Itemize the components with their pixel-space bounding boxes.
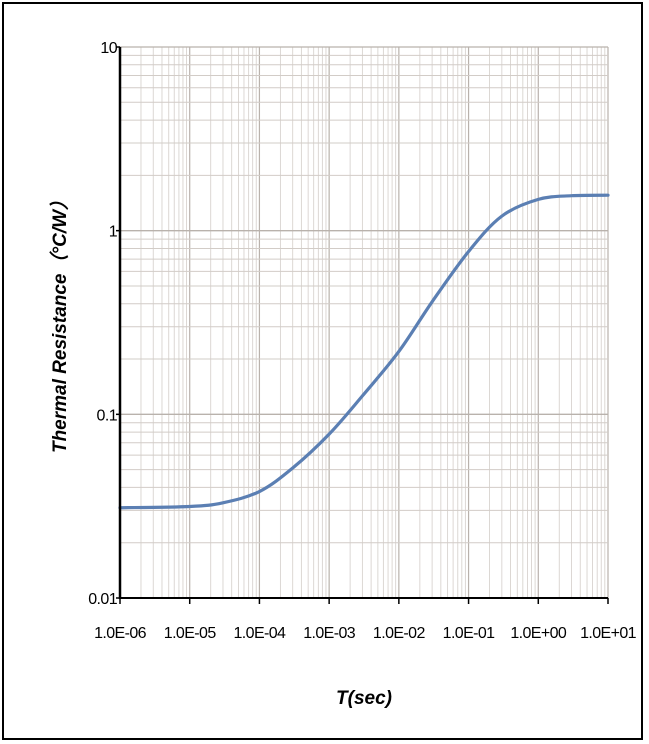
y-axis-ticks: 0.01 0.1 1 10 [88,40,120,608]
y-tick-label: 10 [100,40,117,57]
grid [119,46,609,599]
x-tick-label: 1.0E+00 [510,625,567,642]
x-tick-label: 1.0E-06 [94,625,147,642]
x-tick-label: 1.0E-04 [234,625,287,642]
x-tick-label: 1.0E+01 [580,625,637,642]
y-tick-label: 0.01 [88,591,117,608]
y-tick-label: 0.1 [97,407,118,424]
x-tick-label: 1.0E-03 [303,625,356,642]
x-tick-label: 1.0E-05 [164,625,217,642]
x-tick-label: 1.0E-01 [443,625,496,642]
x-axis-title: T(sec) [336,688,392,709]
series-line [118,193,610,510]
x-axis-ticks: 1.0E-06 1.0E-05 1.0E-04 1.0E-03 1.0E-02 1.0E-… [94,598,637,642]
x-tick-label: 1.0E-02 [373,625,426,642]
y-axis-title: Thermal Resistance（°C/W） [49,191,71,453]
y-tick-label: 1 [109,224,118,241]
